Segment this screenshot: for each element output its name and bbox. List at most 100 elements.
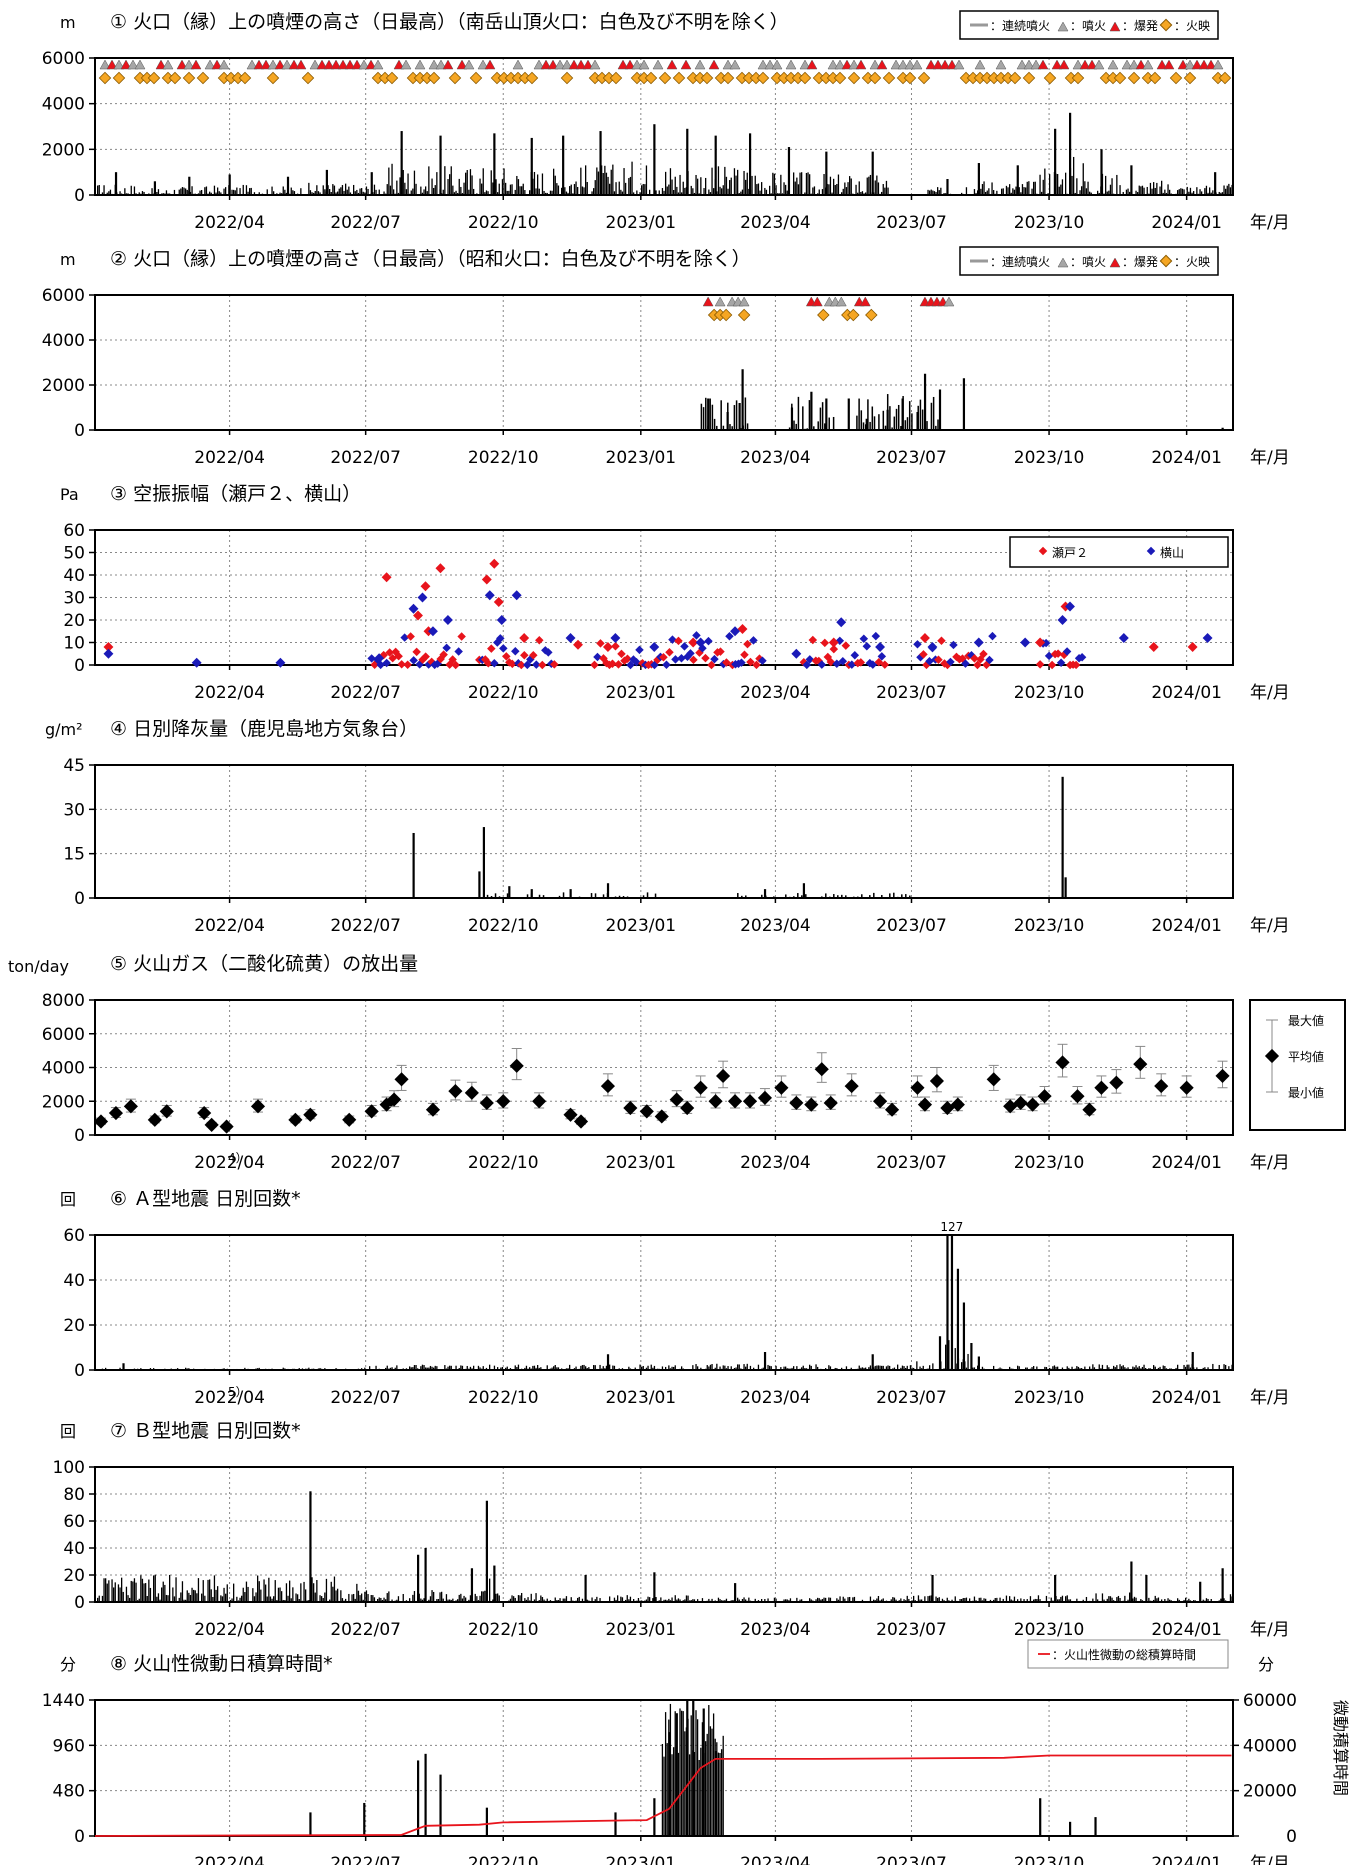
- daily-bar: [1053, 1365, 1056, 1370]
- daily-bar: [796, 177, 798, 195]
- x-tick-label: 2023/10: [1014, 683, 1085, 703]
- daily-bar: [1146, 186, 1148, 195]
- daily-bar: [705, 177, 707, 195]
- y-tick-label: 2000: [42, 140, 85, 160]
- daily-bar: [231, 1369, 233, 1370]
- eruption-marker: [1107, 59, 1119, 70]
- daily-bar: [1143, 187, 1145, 195]
- daily-bar: [810, 193, 812, 195]
- daily-bar: [1196, 187, 1198, 195]
- daily-bar: [255, 1368, 257, 1370]
- daily-bar: [1116, 174, 1118, 195]
- daily-bar: [345, 1368, 347, 1370]
- so2-point: [804, 1097, 819, 1112]
- data-bar: [946, 1235, 949, 1370]
- daily-bar: [561, 1601, 563, 1602]
- daily-bar: [573, 1368, 576, 1370]
- daily-bar: [500, 194, 502, 195]
- daily-bar: [583, 187, 585, 195]
- daily-bar: [706, 1600, 708, 1602]
- daily-bar: [873, 892, 875, 898]
- daily-bar: [932, 396, 935, 430]
- glow-marker: [865, 308, 878, 322]
- daily-bar: [617, 1595, 619, 1602]
- daily-bar: [196, 1593, 198, 1602]
- legend-box: [959, 246, 1219, 276]
- daily-bar: [842, 1596, 844, 1602]
- daily-bar: [450, 1365, 452, 1370]
- daily-bar: [242, 184, 244, 195]
- so2-point: [123, 1099, 138, 1114]
- daily-bar: [716, 1363, 718, 1370]
- daily-bar: [362, 191, 364, 195]
- eruption-marker: [162, 59, 174, 70]
- daily-bar: [900, 1367, 902, 1370]
- daily-bar: [828, 417, 830, 430]
- daily-bar: [201, 1593, 203, 1602]
- daily-bar: [1044, 1366, 1046, 1370]
- daily-bar: [601, 165, 603, 195]
- daily-bar: [281, 1591, 283, 1602]
- daily-bar: [690, 1369, 692, 1370]
- daily-bar: [268, 1577, 270, 1602]
- daily-bar: [1143, 1364, 1145, 1370]
- glow-marker: [1106, 71, 1120, 85]
- y-axis-label: ton/day: [8, 957, 69, 976]
- daily-bar: [266, 189, 268, 195]
- daily-bar: [535, 188, 537, 195]
- data-bar: [1221, 1568, 1224, 1602]
- glow-marker: [658, 71, 672, 85]
- data-bar: [424, 1753, 427, 1836]
- eruption-marker: [631, 59, 643, 70]
- daily-bar: [895, 408, 898, 430]
- daily-bar: [218, 1601, 220, 1602]
- x-tick-label: 2022/07: [330, 1620, 401, 1640]
- daily-bar: [405, 1600, 408, 1602]
- daily-bar: [618, 181, 620, 195]
- daily-bar: [578, 1596, 580, 1602]
- data-bar: [962, 1302, 966, 1370]
- glow-marker: [833, 71, 847, 85]
- daily-bar: [823, 174, 825, 195]
- daily-bar: [233, 189, 235, 195]
- daily-bar: [849, 176, 851, 195]
- daily-bar: [1090, 192, 1092, 195]
- so2-point: [197, 1105, 212, 1121]
- daily-bar: [1202, 1599, 1204, 1602]
- daily-bar: [821, 1599, 824, 1602]
- legend-swatch-eruption: [1057, 257, 1069, 268]
- daily-bar: [1018, 1601, 1020, 1602]
- daily-bar: [303, 1581, 305, 1602]
- explosion-marker: [190, 59, 202, 70]
- daily-bar: [806, 428, 808, 430]
- daily-bar: [489, 1364, 491, 1370]
- amplitude-point: [635, 645, 644, 655]
- glow-marker: [140, 71, 154, 85]
- daily-bar: [1009, 184, 1011, 195]
- daily-bar: [1034, 181, 1036, 195]
- daily-bar: [1225, 188, 1227, 195]
- daily-bar: [525, 1599, 528, 1602]
- daily-bar: [901, 1601, 904, 1602]
- daily-bar: [700, 1367, 702, 1370]
- daily-bar: [909, 1365, 912, 1370]
- daily-bar: [653, 1365, 656, 1370]
- daily-bar: [1122, 191, 1124, 195]
- daily-bar: [549, 1600, 552, 1602]
- daily-bar: [247, 1586, 249, 1602]
- data-bar: [569, 889, 572, 898]
- daily-bar: [965, 1597, 968, 1602]
- data-bar: [956, 1268, 960, 1370]
- x-tick-label: 2023/01: [606, 1854, 677, 1865]
- daily-bar: [938, 190, 940, 195]
- daily-bar: [1169, 1599, 1171, 1602]
- daily-bar: [834, 185, 836, 195]
- daily-bar: [1141, 185, 1144, 195]
- daily-bar: [1113, 1600, 1115, 1602]
- amplitude-point: [925, 657, 934, 666]
- daily-bar: [468, 1599, 470, 1602]
- daily-bar: [269, 1596, 272, 1602]
- eruption-legend: ：連続噴火 ：噴火 ：爆発 ：火映: [959, 10, 1219, 40]
- daily-bar: [692, 1599, 694, 1602]
- daily-bar: [175, 1577, 177, 1602]
